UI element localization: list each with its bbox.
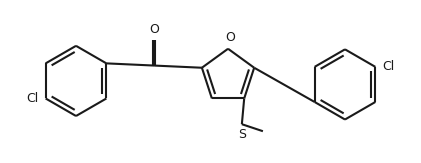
Text: Cl: Cl — [382, 60, 394, 73]
Text: O: O — [149, 23, 159, 36]
Text: Cl: Cl — [27, 92, 39, 105]
Text: S: S — [238, 128, 246, 141]
Text: O: O — [225, 31, 235, 44]
